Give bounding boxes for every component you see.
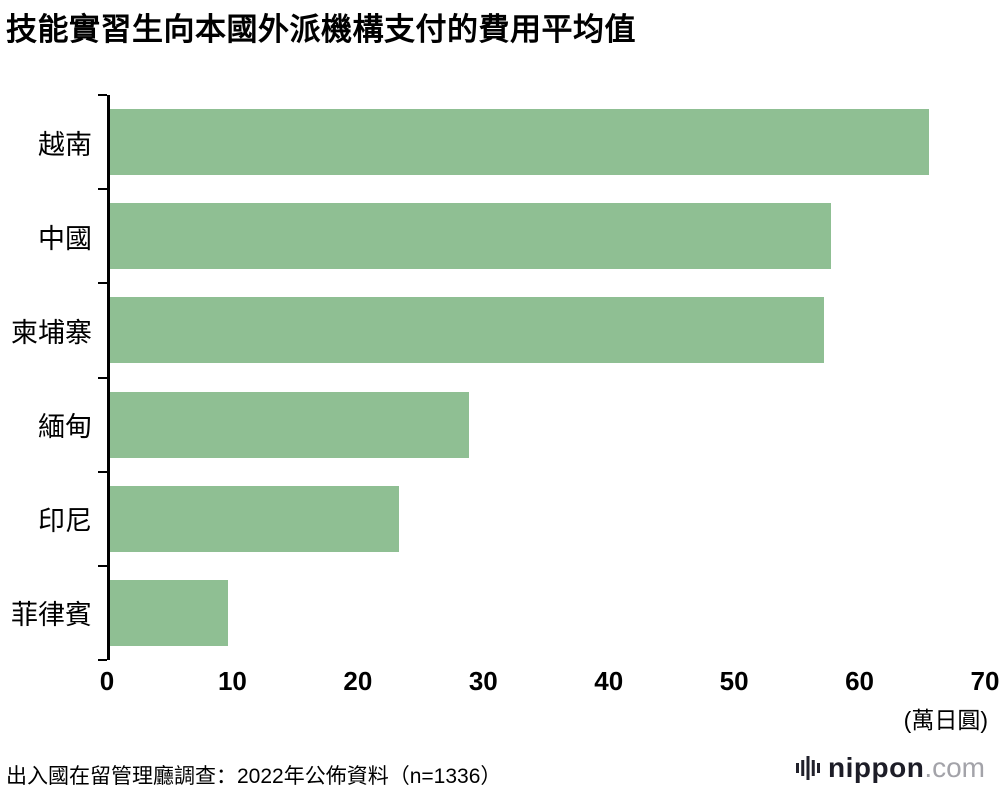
category-labels: 越南中國柬埔寨緬甸印尼菲律賓 xyxy=(0,95,92,660)
x-tick-label: 60 xyxy=(845,666,875,696)
category-label: 越南 xyxy=(38,129,92,160)
waveform-icon xyxy=(796,756,821,780)
bar-柬埔寨 xyxy=(110,297,824,364)
category-label: 緬甸 xyxy=(38,412,92,443)
x-tick-label: 40 xyxy=(594,666,624,696)
y-axis-tick xyxy=(98,470,107,473)
logo-name: nippon xyxy=(828,752,925,783)
bar-印尼 xyxy=(110,485,399,552)
category-label: 中國 xyxy=(38,223,92,254)
x-tick-label: 70 xyxy=(970,666,1000,696)
x-axis: 0 10 20 30 40 50 60 70 xyxy=(100,666,1000,700)
axis-unit-label: (萬日圓) xyxy=(903,707,988,733)
y-axis-tick xyxy=(98,94,107,96)
y-axis-tick xyxy=(98,282,107,285)
category-label: 柬埔寨 xyxy=(11,317,92,348)
bar-row xyxy=(110,472,985,566)
y-axis-tick xyxy=(98,659,107,661)
source-note: 出入國在留管理廳調查：2022年公佈資料（n=1336） xyxy=(6,765,502,788)
y-axis-ticks xyxy=(98,94,107,661)
x-tick-label: 30 xyxy=(468,666,498,696)
x-tick-label: 50 xyxy=(719,666,749,696)
chart-title: 技能實習生向本國外派機構支付的費用平均值 xyxy=(6,12,636,47)
bar-越南 xyxy=(110,109,929,176)
nippon-logo: nippon.com xyxy=(796,752,985,784)
x-tick-label: 0 xyxy=(99,666,115,696)
x-tick-label: 10 xyxy=(217,666,247,696)
x-tick-label: 20 xyxy=(343,666,373,696)
category-label: 印尼 xyxy=(38,506,92,537)
bar-row xyxy=(110,95,985,189)
y-axis-tick xyxy=(98,188,107,191)
y-axis-line xyxy=(107,95,110,660)
bar-中國 xyxy=(110,203,832,270)
bar-菲律賓 xyxy=(110,579,228,646)
category-label: 菲律賓 xyxy=(11,600,92,631)
bar-緬甸 xyxy=(110,391,469,458)
logo-text: nippon.com xyxy=(828,752,985,784)
bar-chart: 越南中國柬埔寨緬甸印尼菲律賓 xyxy=(0,94,985,661)
plot-area xyxy=(110,95,985,660)
logo-suffix: .com xyxy=(924,752,985,783)
bar-row xyxy=(110,283,985,377)
bar-row xyxy=(110,566,985,660)
y-axis-tick xyxy=(98,376,107,379)
bar-row xyxy=(110,378,985,472)
y-axis-tick xyxy=(98,564,107,567)
bar-row xyxy=(110,189,985,283)
